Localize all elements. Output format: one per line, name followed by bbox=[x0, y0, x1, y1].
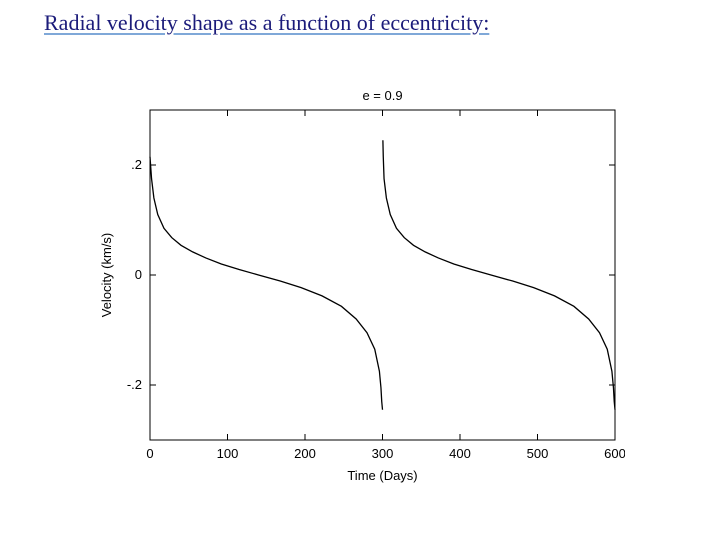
x-ticks: 0 100 200 300 400 500 600 bbox=[146, 110, 625, 461]
y-axis-label: Velocity (km/s) bbox=[99, 233, 114, 318]
x-tick-label: 300 bbox=[372, 446, 394, 461]
y-tick-label: .2 bbox=[131, 157, 142, 172]
y-tick-label: 0 bbox=[135, 267, 142, 282]
x-tick-label: 0 bbox=[146, 446, 153, 461]
plot-title: e = 0.9 bbox=[362, 88, 402, 103]
x-tick-label: 100 bbox=[217, 446, 239, 461]
chart-svg: 0 100 200 300 400 500 600 -.2 0 .2 Time (Days) V… bbox=[95, 80, 625, 490]
x-axis-label: Time (Days) bbox=[347, 468, 417, 483]
x-tick-label: 400 bbox=[449, 446, 471, 461]
page-title: Radial velocity shape as a function of e… bbox=[44, 10, 489, 36]
y-ticks: -.2 0 .2 bbox=[127, 157, 615, 392]
rv-curve bbox=[150, 140, 615, 410]
x-tick-label: 600 bbox=[604, 446, 625, 461]
x-tick-label: 500 bbox=[527, 446, 549, 461]
y-tick-label: -.2 bbox=[127, 377, 142, 392]
rv-chart: 0 100 200 300 400 500 600 -.2 0 .2 Time (Days) V… bbox=[95, 80, 625, 490]
x-tick-label: 200 bbox=[294, 446, 316, 461]
plot-frame bbox=[150, 110, 615, 440]
